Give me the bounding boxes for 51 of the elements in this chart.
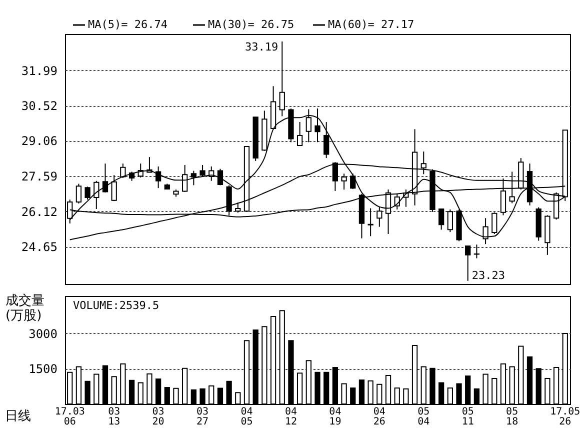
legend-label: MA(30)= 26.75	[208, 18, 294, 31]
y-tick-label: 29.06	[21, 134, 58, 148]
legend-label: MA(5)= 26.74	[88, 18, 168, 31]
candlestick	[447, 208, 453, 233]
candlestick	[111, 174, 117, 202]
x-tick-label: 03 13	[108, 406, 120, 428]
candlestick	[350, 173, 356, 190]
y-tick-label: 31.99	[21, 64, 58, 78]
y-tick-label: 27.59	[21, 170, 58, 184]
x-tick-label: 05 18	[506, 406, 518, 428]
x-tick-label: 04 12	[284, 406, 297, 428]
x-tick-label: 04 05	[240, 406, 253, 428]
x-tick-label: 05 04	[418, 406, 430, 428]
y-tick-label: 26.12	[21, 204, 58, 219]
candlestick	[94, 180, 100, 210]
candlestick	[279, 40, 285, 117]
candlestick	[200, 164, 206, 178]
candlestick	[296, 121, 303, 146]
annotation: 33.19	[245, 40, 278, 54]
candlestick	[235, 202, 241, 214]
x-tick-label: 17.05 26	[550, 406, 580, 428]
candlestick	[76, 183, 82, 204]
candlestick	[438, 208, 444, 230]
candlestick	[217, 168, 224, 186]
annotation: 23.23	[472, 268, 505, 282]
x-tick-label: 04 26	[373, 406, 386, 428]
y-axis-title: 成交量 (万股)	[6, 292, 44, 324]
x-tick-label: 17.03 06	[54, 406, 85, 428]
candlestick	[324, 121, 330, 159]
candlestick	[368, 208, 374, 237]
y-tick-label: 30.52	[21, 99, 58, 114]
x-tick-label: 03 20	[152, 406, 164, 428]
y-tick-label: 24.65	[21, 240, 58, 254]
candlestick	[84, 186, 90, 200]
candlestick	[155, 166, 162, 189]
legend-label: MA(60)= 27.17	[328, 18, 414, 31]
annotation: VOLUME:2539.5	[73, 299, 160, 312]
x-tick-label: 05 11	[462, 406, 474, 428]
candlestick	[376, 206, 382, 228]
text: 日线	[5, 409, 31, 424]
candlestick	[190, 170, 197, 186]
y-tick-label: 3000	[28, 326, 58, 341]
candlestick	[474, 244, 480, 259]
candlestick	[182, 164, 188, 192]
candlestick	[492, 212, 498, 234]
candlestick	[465, 245, 471, 282]
y-tick-label: 1500	[28, 362, 58, 376]
candlestick	[120, 163, 126, 178]
x-tick-label: 04 19	[329, 406, 342, 428]
x-tick-label: 03 27	[196, 406, 209, 428]
candlestick	[341, 173, 347, 190]
